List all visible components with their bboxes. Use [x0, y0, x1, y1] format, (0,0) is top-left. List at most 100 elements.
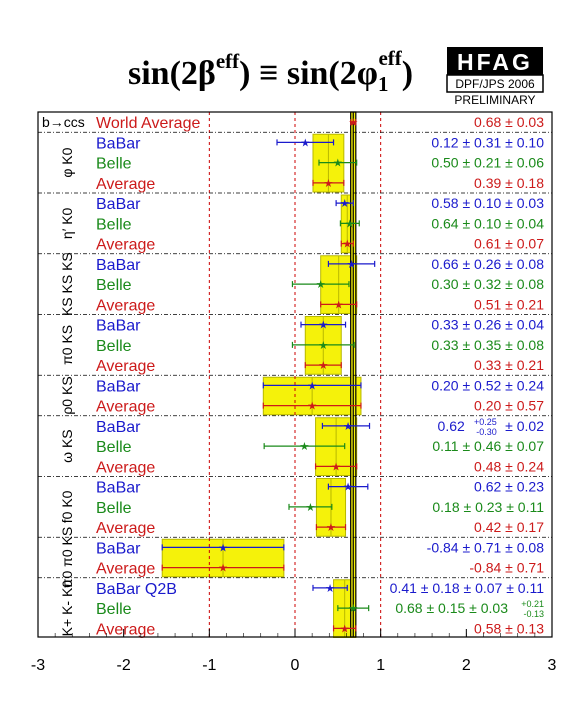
row-label: Average — [96, 176, 155, 193]
data-row: Belle ★ 0.64 ± 0.10 ± 0.04 — [96, 215, 544, 233]
row-label: BaBar — [96, 318, 141, 335]
x-tick-label: 2 — [462, 657, 471, 674]
data-row: Average ★ 0.58 ± 0.13 — [96, 620, 544, 638]
x-tick-label: -1 — [202, 657, 216, 674]
data-point: ★ — [318, 319, 328, 332]
x-tick-label: -3 — [31, 657, 45, 674]
row-label: BaBar — [96, 378, 141, 395]
logo-status: PRELIMINARY — [454, 93, 535, 107]
chart-title: sin(2βeff) ≡ sin(2φ1eff) — [128, 46, 413, 96]
value-label: -0.84 ± 0.71 — [469, 560, 544, 576]
data-row: Belle ★ +0.21-0.13 0.68 ± 0.15 ± 0.03 — [96, 599, 544, 619]
value-label: 0.20 ± 0.52 ± 0.24 — [431, 377, 544, 393]
row-label: Average — [96, 399, 155, 416]
row-label: Average — [96, 358, 155, 375]
row-label: BaBar — [96, 480, 141, 497]
value-sup: +0.21 — [521, 599, 544, 609]
logo-name: HFAG — [457, 49, 533, 75]
value-label: 0.11 ± 0.46 ± 0.07 — [432, 438, 544, 454]
row-label: Belle — [96, 277, 132, 294]
row-label: BaBar — [96, 135, 141, 152]
data-row: BaBar ★ 0.66 ± 0.26 ± 0.08 — [96, 256, 544, 274]
value-label: 0.62 — [438, 418, 465, 434]
row-label: Belle — [96, 156, 132, 173]
data-point: ★ — [340, 197, 350, 210]
row-label: Belle — [96, 338, 132, 355]
row-label: Belle — [96, 216, 132, 233]
group-label: ρ0 KS — [59, 376, 75, 414]
row-label: Average — [96, 459, 155, 476]
data-point: ★ — [348, 602, 358, 615]
data-row: Belle ★ 0.33 ± 0.35 ± 0.08 — [96, 337, 544, 355]
data-row: BaBar ★ 0.58 ± 0.10 ± 0.03 — [96, 195, 544, 213]
logo-conference: DPF/JPS 2006 — [455, 77, 535, 91]
group-label: π0 KS — [59, 325, 75, 365]
data-point: ★ — [334, 298, 344, 311]
value-label: 0.12 ± 0.31 ± 0.10 — [431, 134, 544, 150]
data-row: BaBar ★ 0.33 ± 0.26 ± 0.04 — [96, 317, 544, 335]
value-label: 0.68 ± 0.15 ± 0.03 — [395, 600, 508, 616]
value-label: 0.33 ± 0.21 — [474, 357, 544, 373]
group-label: KS KS KS — [59, 252, 75, 316]
data-row: BaBar ★ 0.62 ± 0.23 — [96, 479, 544, 497]
data-point: ★ — [348, 116, 358, 129]
data-row: Average ★ 0.42 ± 0.17 — [96, 519, 544, 537]
data-point: ★ — [340, 622, 350, 635]
x-tick-label: 0 — [291, 657, 300, 674]
data-point: ★ — [307, 379, 317, 392]
data-point: ★ — [343, 420, 353, 433]
value-label: ± 0.02 — [505, 418, 544, 434]
x-tick-label: 3 — [548, 657, 557, 674]
data-row: BaBar ★ 0.12 ± 0.31 ± 0.10 — [96, 134, 544, 152]
value-label: 0.33 ± 0.35 ± 0.08 — [431, 337, 544, 353]
group-label: φ K0 — [59, 147, 75, 177]
value-label: 0.39 ± 0.18 — [474, 175, 544, 191]
data-row: Average ★ -0.84 ± 0.71 — [96, 560, 544, 578]
data-row: Average ★ 0.61 ± 0.07 — [96, 236, 544, 254]
value-sup: +0.25 — [474, 417, 497, 427]
data-row: Average ★ 0.20 ± 0.57 — [96, 398, 544, 416]
data-point: ★ — [300, 136, 310, 149]
value-label: 0.64 ± 0.10 ± 0.04 — [431, 215, 544, 231]
group-label: ω KS — [59, 429, 75, 463]
value-label: 0.58 ± 0.10 ± 0.03 — [431, 195, 544, 211]
row-label: Belle — [96, 601, 132, 618]
data-point: ★ — [307, 400, 317, 413]
data-point: ★ — [347, 258, 357, 271]
data-row: Average ★ 0.48 ± 0.24 — [96, 458, 544, 476]
group-label: f0 K0 — [59, 490, 75, 523]
value-label: 0.42 ± 0.17 — [474, 519, 544, 535]
row-label: Average — [96, 520, 155, 537]
row-label: Average — [96, 621, 155, 638]
value-sub: -0.13 — [523, 609, 544, 619]
data-point: ★ — [218, 541, 228, 554]
data-point: ★ — [343, 481, 353, 494]
value-label: 0.51 ± 0.21 — [474, 296, 544, 312]
data-row: BaBar ★ -0.84 ± 0.71 ± 0.08 — [96, 539, 544, 557]
row-label: Average — [96, 297, 155, 314]
data-point: ★ — [316, 278, 326, 291]
value-label: 0.41 ± 0.18 ± 0.07 ± 0.11 — [390, 580, 545, 596]
x-tick-label: -2 — [117, 657, 131, 674]
data-point: ★ — [218, 562, 228, 575]
group-label-bccs: b→ccs — [42, 114, 85, 130]
value-label: 0.20 ± 0.57 — [474, 398, 544, 414]
data-point: ★ — [305, 501, 315, 514]
row-label: World Average — [96, 115, 200, 132]
data-row: BaBar ★ ± 0.02 +0.25-0.30 0.62 — [96, 417, 544, 437]
value-label: 0.58 ± 0.13 — [474, 620, 544, 636]
hfag-logo: HFAG DPF/JPS 2006 PRELIMINARY — [446, 47, 544, 107]
group-label: η′ K0 — [59, 207, 75, 239]
x-axis: -3 -2 -1 0 1 2 3 — [31, 629, 557, 674]
data-row: Belle ★ 0.30 ± 0.32 ± 0.08 — [96, 276, 544, 294]
group-label: π0 π0 KS — [59, 527, 75, 588]
row-label: Belle — [96, 500, 132, 517]
data-row: Belle ★ 0.50 ± 0.21 ± 0.06 — [96, 155, 544, 173]
value-label: 0.33 ± 0.26 ± 0.04 — [431, 317, 544, 333]
value-label: 0.48 ± 0.24 — [474, 458, 544, 474]
value-sub: -0.30 — [476, 427, 497, 437]
data-point: ★ — [342, 238, 352, 251]
data-point: ★ — [318, 339, 328, 352]
data-point: ★ — [323, 177, 333, 190]
